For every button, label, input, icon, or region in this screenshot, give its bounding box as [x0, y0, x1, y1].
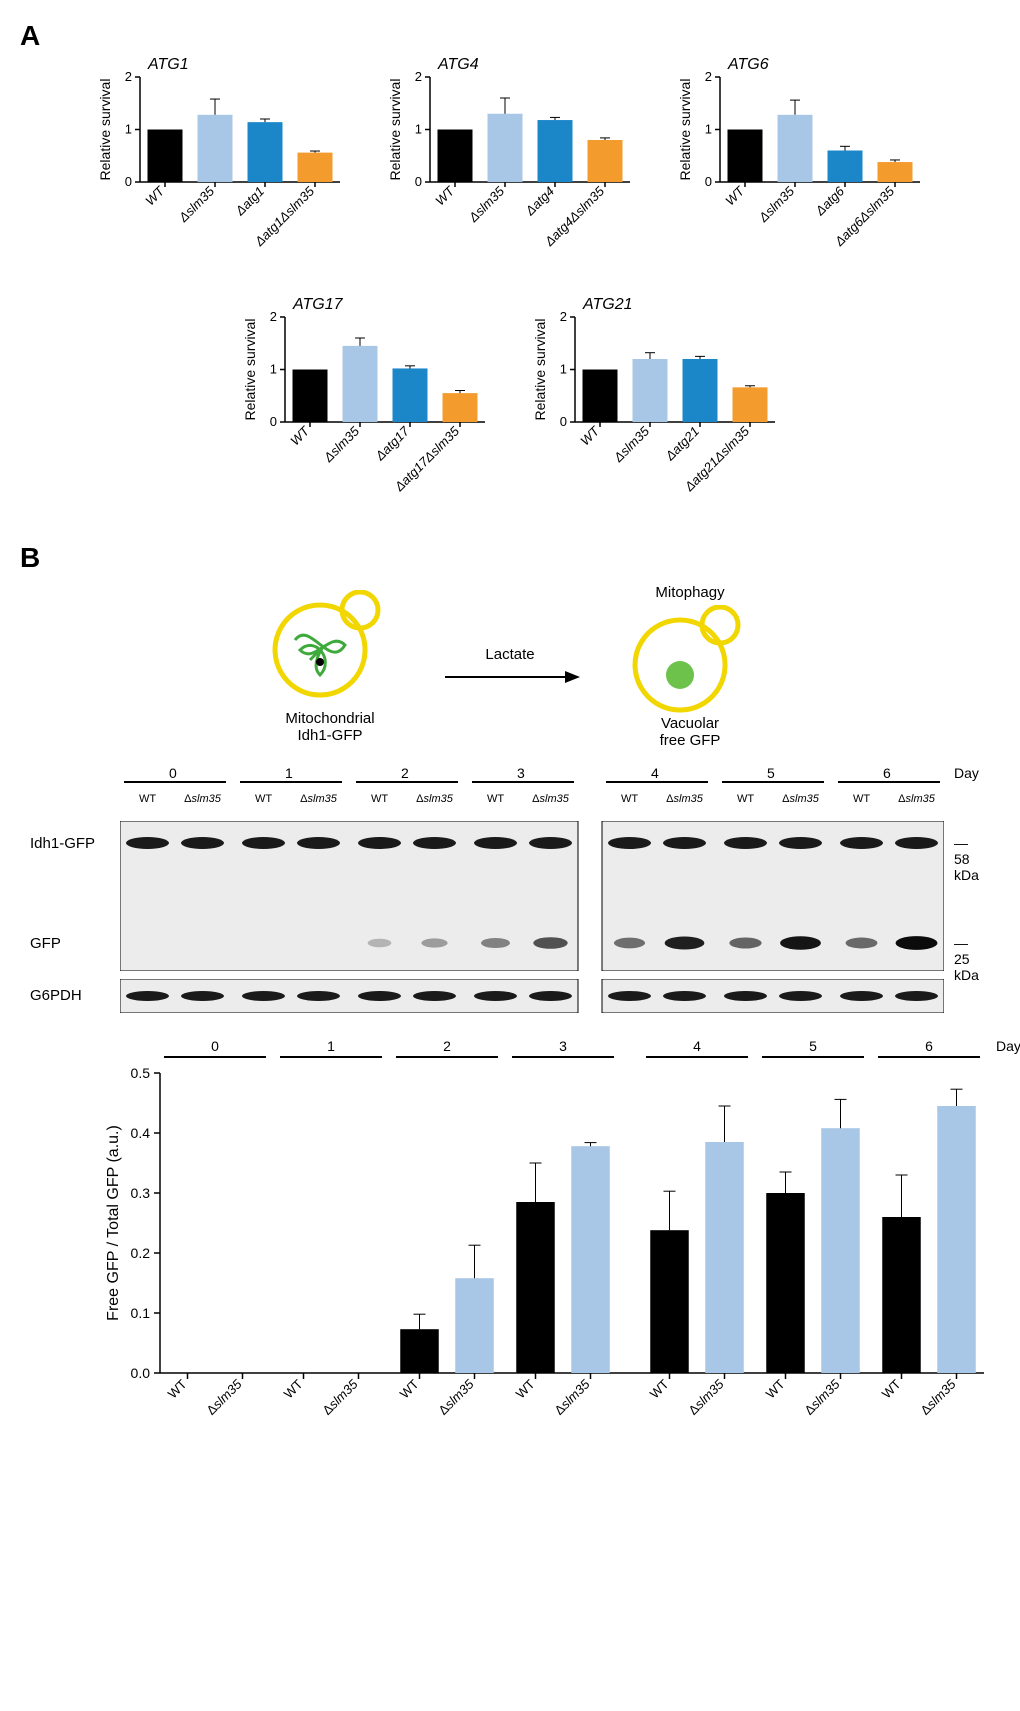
svg-text:2: 2 [415, 69, 422, 84]
mitophagy-schematic: Mitochondrial Idh1-GFP Lactate Mitophagy… [20, 584, 1000, 749]
svg-text:WT: WT [879, 1376, 904, 1401]
svg-text:2: 2 [443, 1038, 451, 1054]
svg-text:Δslm35: Δslm35 [175, 183, 218, 226]
panel-b-label: B [20, 542, 40, 574]
svg-text:WT: WT [647, 1376, 672, 1401]
svg-text:0: 0 [705, 174, 712, 189]
svg-text:Δslm35: Δslm35 [917, 1376, 959, 1418]
bar-chart: ATG6012Relative survivalWTΔslm35Δatg6Δat… [670, 52, 930, 272]
svg-text:3: 3 [559, 1038, 567, 1054]
arrow-icon [440, 667, 580, 687]
svg-text:1: 1 [125, 122, 132, 137]
svg-text:Δslm35: Δslm35 [610, 423, 653, 466]
bar-chart: ATG21012Relative survivalWTΔslm35Δatg21Δ… [525, 292, 785, 512]
svg-text:5: 5 [809, 1038, 817, 1054]
svg-text:Δslm35: Δslm35 [755, 183, 798, 226]
bar-chart: ATG17012Relative survivalWTΔslm35Δatg17Δ… [235, 292, 495, 512]
svg-text:Day: Day [996, 1038, 1020, 1054]
svg-text:2: 2 [125, 69, 132, 84]
svg-text:Relative survival: Relative survival [387, 79, 403, 181]
panel-a: ATG1 0 1 2 Relative survival WT Δslm35 Δatg1 Δat… [20, 52, 1000, 512]
svg-text:0.3: 0.3 [131, 1185, 151, 1201]
svg-text:ATG1: ATG1 [147, 56, 189, 73]
svg-text:2: 2 [270, 309, 277, 324]
svg-text:Δatg21: Δatg21 [662, 424, 702, 464]
svg-text:ATG6: ATG6 [727, 56, 769, 73]
svg-text:WT: WT [432, 183, 458, 209]
svg-text:Δslm35: Δslm35 [685, 1376, 727, 1418]
svg-text:1: 1 [415, 122, 422, 137]
svg-text:Δslm35: Δslm35 [465, 183, 508, 226]
svg-text:Δatg4: Δatg4 [522, 184, 557, 219]
panel-a-label: A [20, 20, 40, 52]
western-blot: 0WTΔslm351WTΔslm352WTΔslm353WTΔslm354WTΔ… [120, 769, 960, 1013]
bar-chart: ATG4012Relative survivalWTΔslm35Δatg4Δat… [380, 52, 640, 272]
svg-text:Δslm35: Δslm35 [435, 1376, 477, 1418]
cell-after-icon [620, 605, 760, 715]
svg-text:WT: WT [165, 1376, 190, 1401]
svg-text:Relative survival: Relative survival [677, 79, 693, 181]
svg-text:0.0: 0.0 [131, 1365, 151, 1381]
schematic-right-bottom: free GFP [620, 732, 760, 749]
svg-text:WT: WT [287, 423, 313, 449]
svg-text:Free GFP / Total GFP (a.u.): Free GFP / Total GFP (a.u.) [105, 1125, 122, 1321]
cell-before-icon [260, 590, 400, 710]
mitophagy-title: Mitophagy [620, 584, 760, 601]
arrow-label: Lactate [440, 646, 580, 663]
svg-text:0.2: 0.2 [131, 1245, 151, 1261]
bar-chart: ATG1012Relative survivalWTΔslm35Δatg1Δat… [90, 52, 350, 272]
svg-text:4: 4 [693, 1038, 701, 1054]
svg-text:0.1: 0.1 [131, 1305, 151, 1321]
svg-text:2: 2 [560, 309, 567, 324]
svg-text:WT: WT [513, 1376, 538, 1401]
svg-text:1: 1 [560, 362, 567, 377]
schematic-right-top: Vacuolar [620, 715, 760, 732]
svg-text:Δslm35: Δslm35 [320, 423, 363, 466]
svg-text:WT: WT [142, 183, 168, 209]
svg-text:2: 2 [705, 69, 712, 84]
svg-text:Δslm35: Δslm35 [319, 1376, 361, 1418]
svg-text:1: 1 [270, 362, 277, 377]
svg-text:Δatg17: Δatg17 [372, 423, 413, 464]
svg-text:WT: WT [763, 1376, 788, 1401]
svg-text:WT: WT [281, 1376, 306, 1401]
svg-text:Δslm35: Δslm35 [801, 1376, 843, 1418]
svg-text:Relative survival: Relative survival [532, 319, 548, 421]
svg-text:WT: WT [397, 1376, 422, 1401]
schematic-left-top: Mitochondrial [260, 710, 400, 727]
svg-text:1: 1 [327, 1038, 335, 1054]
svg-text:Relative survival: Relative survival [242, 319, 258, 421]
quant-chart: 0123456Day0.00.10.20.30.40.5Free GFP / T… [100, 1033, 960, 1463]
svg-text:WT: WT [577, 423, 603, 449]
svg-text:0: 0 [270, 414, 277, 429]
svg-text:1: 1 [705, 122, 712, 137]
svg-text:0: 0 [560, 414, 567, 429]
svg-text:0.5: 0.5 [131, 1065, 151, 1081]
svg-text:ATG21: ATG21 [582, 296, 633, 313]
svg-text:0: 0 [211, 1038, 219, 1054]
svg-text:6: 6 [925, 1038, 933, 1054]
svg-text:Δslm35: Δslm35 [203, 1376, 245, 1418]
svg-text:Δatg6: Δatg6 [812, 183, 848, 219]
svg-text:WT: WT [722, 183, 748, 209]
schematic-left-bottom: Idh1-GFP [260, 727, 400, 744]
svg-text:Δslm35: Δslm35 [551, 1376, 593, 1418]
svg-text:0: 0 [415, 174, 422, 189]
svg-text:Δatg1: Δatg1 [232, 184, 267, 219]
svg-text:0.4: 0.4 [131, 1125, 151, 1141]
svg-text:0: 0 [125, 174, 132, 189]
svg-text:ATG17: ATG17 [292, 296, 344, 313]
svg-text:Relative survival: Relative survival [97, 79, 113, 181]
svg-text:ATG4: ATG4 [437, 56, 479, 73]
